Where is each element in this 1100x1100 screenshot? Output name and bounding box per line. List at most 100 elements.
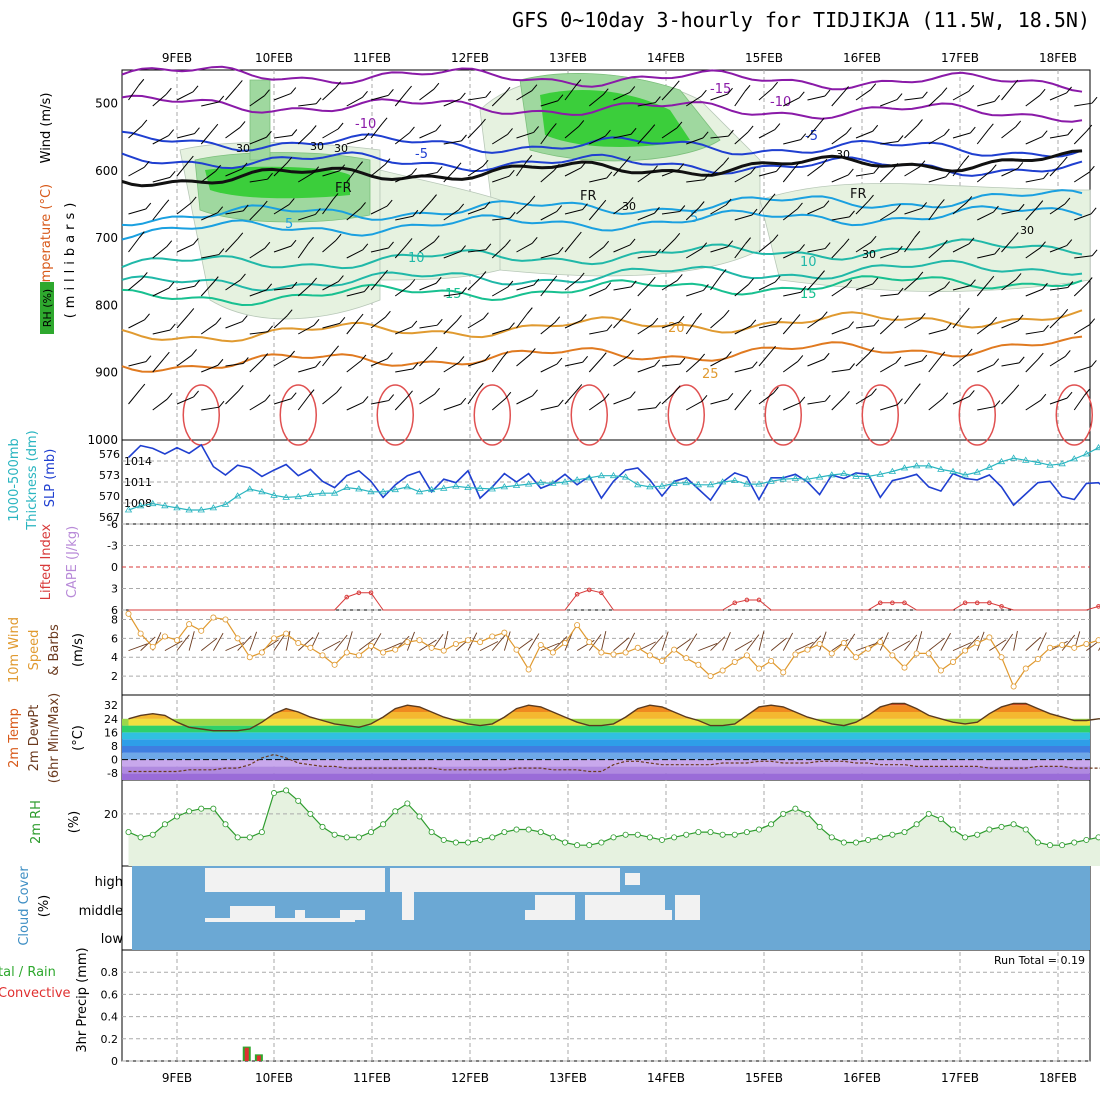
upper-wind-barb xyxy=(855,353,870,367)
wind-speed-point xyxy=(586,639,593,646)
upper-wind-barb xyxy=(297,131,312,145)
upper-wind-barb xyxy=(928,205,940,221)
thickness-point xyxy=(621,473,630,480)
upper-wind-barb xyxy=(734,325,752,335)
isotherm-label: FR xyxy=(850,187,867,202)
upper-wind-barb-flag xyxy=(138,78,145,86)
upper-wind-barb-flag xyxy=(578,272,585,280)
isotherm-11 xyxy=(121,335,1083,373)
upper-wind-barb xyxy=(322,392,337,405)
thickness-point xyxy=(124,506,133,513)
thickness-point xyxy=(1094,443,1100,451)
upper-wind-barb xyxy=(491,397,507,411)
upper-wind-barb xyxy=(879,321,894,335)
rh-2m-panel: 20 xyxy=(104,787,1100,866)
thickness-point xyxy=(925,462,933,469)
upper-wind-barb xyxy=(128,237,140,253)
upper-wind-barb-flag xyxy=(290,87,297,94)
upper-wind-barb-flag xyxy=(1064,350,1071,357)
wind-speed-point xyxy=(161,633,168,640)
wind-speed-point xyxy=(477,639,484,646)
upper-wind-barb-flag xyxy=(750,319,757,327)
upper-wind-barb-flag xyxy=(554,316,561,323)
upper-wind-barb xyxy=(152,135,169,145)
upper-wind-barb xyxy=(346,208,361,221)
upper-wind-barb-flag xyxy=(412,209,419,217)
wind-barb xyxy=(698,643,718,652)
upper-wind-barb xyxy=(395,215,413,221)
wind-speed-point xyxy=(695,661,702,668)
upper-wind-barb xyxy=(128,208,146,215)
cloud-block-3 xyxy=(480,880,500,892)
upper-wind-barb xyxy=(540,211,557,221)
upper-wind-barb xyxy=(588,358,602,373)
upper-wind-barb-flag xyxy=(1040,241,1046,248)
upper-wind-barb-flag xyxy=(873,319,880,327)
thickness-point xyxy=(306,490,315,497)
cloud-low-label: low xyxy=(101,932,124,947)
frame-wind xyxy=(121,609,1091,696)
upper-wind-barb-flag xyxy=(700,89,707,97)
upper-wind-barb xyxy=(807,248,826,253)
wind-barb xyxy=(685,633,698,651)
upper-wind-barb-flag xyxy=(242,357,249,364)
date-label-top: 18FEB xyxy=(1039,51,1077,65)
rh2m-point xyxy=(307,810,314,817)
upper-wind-barb-flag xyxy=(799,396,806,404)
lifted-index-panel: -6 -3 0 3 6 xyxy=(107,518,1100,617)
rh2m-point xyxy=(440,836,447,843)
upper-wind-barb xyxy=(225,321,243,329)
warm-loop-4 xyxy=(570,384,608,446)
wind-barb xyxy=(722,632,731,651)
wind-speed-point xyxy=(319,652,326,659)
upper-wind-barb xyxy=(443,209,459,221)
upper-wind-barb-flag xyxy=(529,348,536,355)
thickness-point xyxy=(427,485,436,493)
upper-wind-barb-flag xyxy=(187,155,194,163)
temp-band-4 xyxy=(122,746,1090,753)
upper-wind-barb xyxy=(928,176,947,183)
upper-wind-barb-flag xyxy=(484,354,491,361)
upper-wind-barb xyxy=(516,201,531,215)
upper-wind-barb-flag xyxy=(897,135,904,142)
upper-wind-barb-flag xyxy=(509,211,516,219)
upper-wind-barb-flag xyxy=(919,160,926,168)
thickness-point xyxy=(294,492,302,500)
wind-speed-point xyxy=(537,641,544,648)
thickness-point xyxy=(900,464,909,471)
upper-wind-barb-flag xyxy=(1037,200,1044,207)
cloud-high-label: high xyxy=(95,875,123,890)
upper-wind-barb xyxy=(491,357,504,373)
upper-wind-barb-flag xyxy=(363,132,370,140)
upper-wind-barb-flag xyxy=(143,160,150,168)
rh-moist-2 xyxy=(249,79,271,161)
upper-wind-barb-flag xyxy=(460,245,466,252)
upper-wind-barb-flag xyxy=(431,346,438,354)
upper-wind-barb-flag xyxy=(727,393,734,400)
upper-wind-barb xyxy=(492,217,511,221)
thickness-point xyxy=(1022,456,1030,463)
upper-wind-barb-flag xyxy=(673,80,680,88)
upper-wind-barb xyxy=(952,243,970,253)
upper-wind-barb xyxy=(1049,397,1068,405)
dewpt-line xyxy=(128,753,1100,773)
li-point xyxy=(902,600,907,606)
upper-wind-barb xyxy=(322,128,339,139)
wind-barb xyxy=(358,638,376,651)
upper-wind-barb-flag xyxy=(194,127,200,134)
upper-wind-barb-flag xyxy=(800,285,807,293)
upper-wind-barb xyxy=(249,178,268,183)
upper-wind-barb-flag xyxy=(870,83,877,90)
upper-wind-barb xyxy=(443,292,462,297)
upper-wind-barb xyxy=(564,209,583,215)
wind-speed-point xyxy=(501,629,508,636)
upper-wind-barb xyxy=(176,161,189,177)
upper-wind-barb-flag xyxy=(533,278,540,286)
upper-wind-barb xyxy=(1025,206,1039,221)
thickness-point xyxy=(1046,461,1054,468)
thickness-point xyxy=(270,491,278,498)
cloud-block-1 xyxy=(390,868,620,892)
rh-contour-label: 30 xyxy=(334,142,348,155)
li-point xyxy=(756,597,762,603)
upper-wind-barb-flag xyxy=(994,95,1001,102)
